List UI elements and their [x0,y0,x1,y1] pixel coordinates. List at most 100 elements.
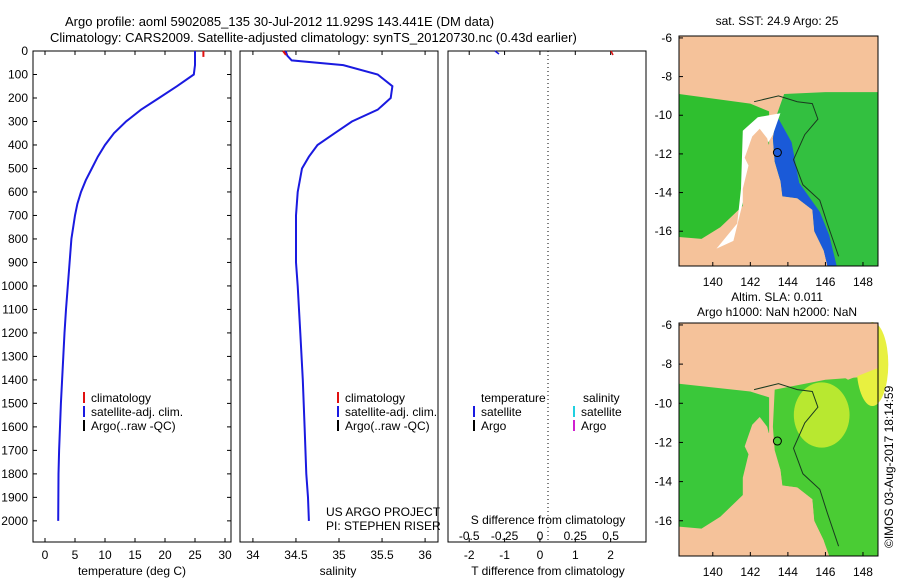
legend-satellite: satellite-adj. clim. [345,405,437,419]
x-tick-label: 35 [332,548,346,562]
temperature-tick-labels: 0 5 10 15 20 25 30 [42,51,232,562]
x2-tick-label: 0.5 [602,529,619,543]
depth-tick-label: 100 [8,67,28,81]
temperature-series [57,51,205,521]
s-difference-label: S difference from climatology [471,513,626,527]
legend-s-satellite: satellite [581,405,622,419]
land-new-guinea [679,36,878,100]
lat-tick-label: -6 [661,31,672,45]
t-difference-mark [494,50,500,55]
series-satellite-adj-clim- [284,50,394,521]
sla-map-title-line2: Argo h1000: NaN h2000: NaN [697,305,857,319]
lon-tick-label: 146 [815,275,835,289]
depth-tick-label: 0 [21,44,28,58]
lat-tick-label: -14 [655,475,673,489]
temperature-xlabel: temperature (deg C) [78,564,186,578]
lat-tick-label: -10 [655,108,673,122]
sla-map-title-line1: Altim. SLA: 0.011 [731,290,823,304]
depth-tick-label: 1800 [1,467,28,481]
pi-annotation: PI: STEPHEN RISER [326,519,441,533]
lon-tick-label: 146 [815,565,835,579]
x-tick-label: 20 [158,548,172,562]
salinity-tick-labels: 34 34.5 35 35.5 36 [246,51,432,562]
x-tick-label: 0 [42,548,49,562]
s-difference-mark [610,50,614,56]
depth-tick-label: 1200 [1,326,28,340]
difference-axes-frame [447,50,647,543]
legend-t-argo: Argo [481,419,507,433]
x-tick-label: 35.5 [370,548,394,562]
x-tick-label: 34 [246,548,260,562]
depth-tick-label: 1600 [1,420,28,434]
legend-satellite: satellite-adj. clim. [91,405,183,419]
x2-tick-label: -0.25 [491,529,519,543]
lat-tick-label: -16 [655,224,673,238]
s-difference-tick-labels: -0.5 -0.25 0 0.25 0.5 [459,529,619,543]
depth-tick-label: 300 [8,114,28,128]
sst-map-title: sat. SST: 24.9 Argo: 25 [716,14,839,28]
land-cape-york [679,128,828,266]
x2-tick-label: 0 [537,529,544,543]
lat-tick-label: -8 [661,70,672,84]
depth-tick-label: 500 [8,161,28,175]
sla-map [678,322,889,557]
header-line1: Argo profile: aoml 5902085_135 30-Jul-20… [65,14,494,29]
depth-tick-label: 1700 [1,443,28,457]
depth-tick-label: 800 [8,232,28,246]
lat-tick-label: -16 [655,514,673,528]
depth-tick-label: 700 [8,208,28,222]
legend-s-argo: Argo [581,419,607,433]
lon-tick-label: 140 [703,565,723,579]
legend-climatology: climatology [91,391,151,405]
x2-tick-label: 0.25 [564,529,588,543]
lat-tick-label: -12 [655,435,673,449]
argo-position-marker [772,436,782,446]
lat-tick-label: -6 [661,318,672,332]
sla-map-ticks: 140 142 144 146 148 -6 -8 -10 -12 -14 -16 [655,318,874,579]
x-tick-label: 25 [188,548,202,562]
bathymetry-contour [753,95,840,257]
argo-position-marker [772,148,782,158]
sst-map-panel: sat. SST: 24.9 Argo: 25 140 142 144 146 148 -… [655,14,879,289]
lon-tick-label: 148 [853,275,873,289]
sst-map [678,35,879,267]
lon-tick-label: 140 [703,275,723,289]
depth-tick-label: 900 [8,255,28,269]
salinity-axes-frame [239,50,439,543]
x-tick-label: 2 [607,548,614,562]
depth-tick-label: 1500 [1,396,28,410]
temperature-axes-frame [32,50,232,543]
header-line2: Climatology: CARS2009. Satellite-adjuste… [50,30,577,45]
difference-panel: -2 -1 0 1 2 -0.5 -0.25 0 0.25 0.5 S difference f… [447,50,647,578]
sla-map-panel: Altim. SLA: 0.011 Argo h1000: NaN h2000:… [655,290,889,579]
depth-tick-label: 1100 [2,302,28,316]
bathymetry-contour [753,383,840,547]
x-tick-label: 36 [418,548,432,562]
depth-tick-label: 1300 [1,349,28,363]
x2-tick-label: -0.5 [459,529,480,543]
lon-tick-label: 142 [740,565,760,579]
temperature-legend: climatology satellite-adj. clim. Argo(..… [83,391,183,433]
x-tick-label: 34.5 [284,548,308,562]
x-tick-label: -1 [499,548,510,562]
project-annotation: US ARGO PROJECT [326,505,441,519]
depth-tick-label: 1400 [1,373,28,387]
sst-shelf-field [772,115,837,266]
depth-tick-label: 200 [8,91,28,105]
land-new-guinea [679,323,878,388]
legend-climatology: climatology [345,391,405,405]
difference-legend: temperature satellite Argo salinity sate… [473,391,622,433]
land-cape-york [679,417,828,556]
legend-salinity-heading: salinity [583,391,620,405]
sst-map-ticks: 140 142 144 146 148 -6 -8 -10 -12 -14 -16 [655,31,874,289]
lon-tick-label: 144 [778,565,798,579]
lat-tick-label: -10 [655,396,673,410]
depth-tick-label: 1900 [1,490,28,504]
depth-tick-label: 400 [8,138,28,152]
x-tick-label: 0 [537,548,544,562]
legend-t-satellite: satellite [481,405,522,419]
x-tick-label: 15 [128,548,142,562]
legend-argo: Argo(..raw -QC) [91,419,176,433]
imos-watermark: ©IMOS 03-Aug-2017 18:14:59 [882,385,896,548]
map-frame [678,322,879,557]
